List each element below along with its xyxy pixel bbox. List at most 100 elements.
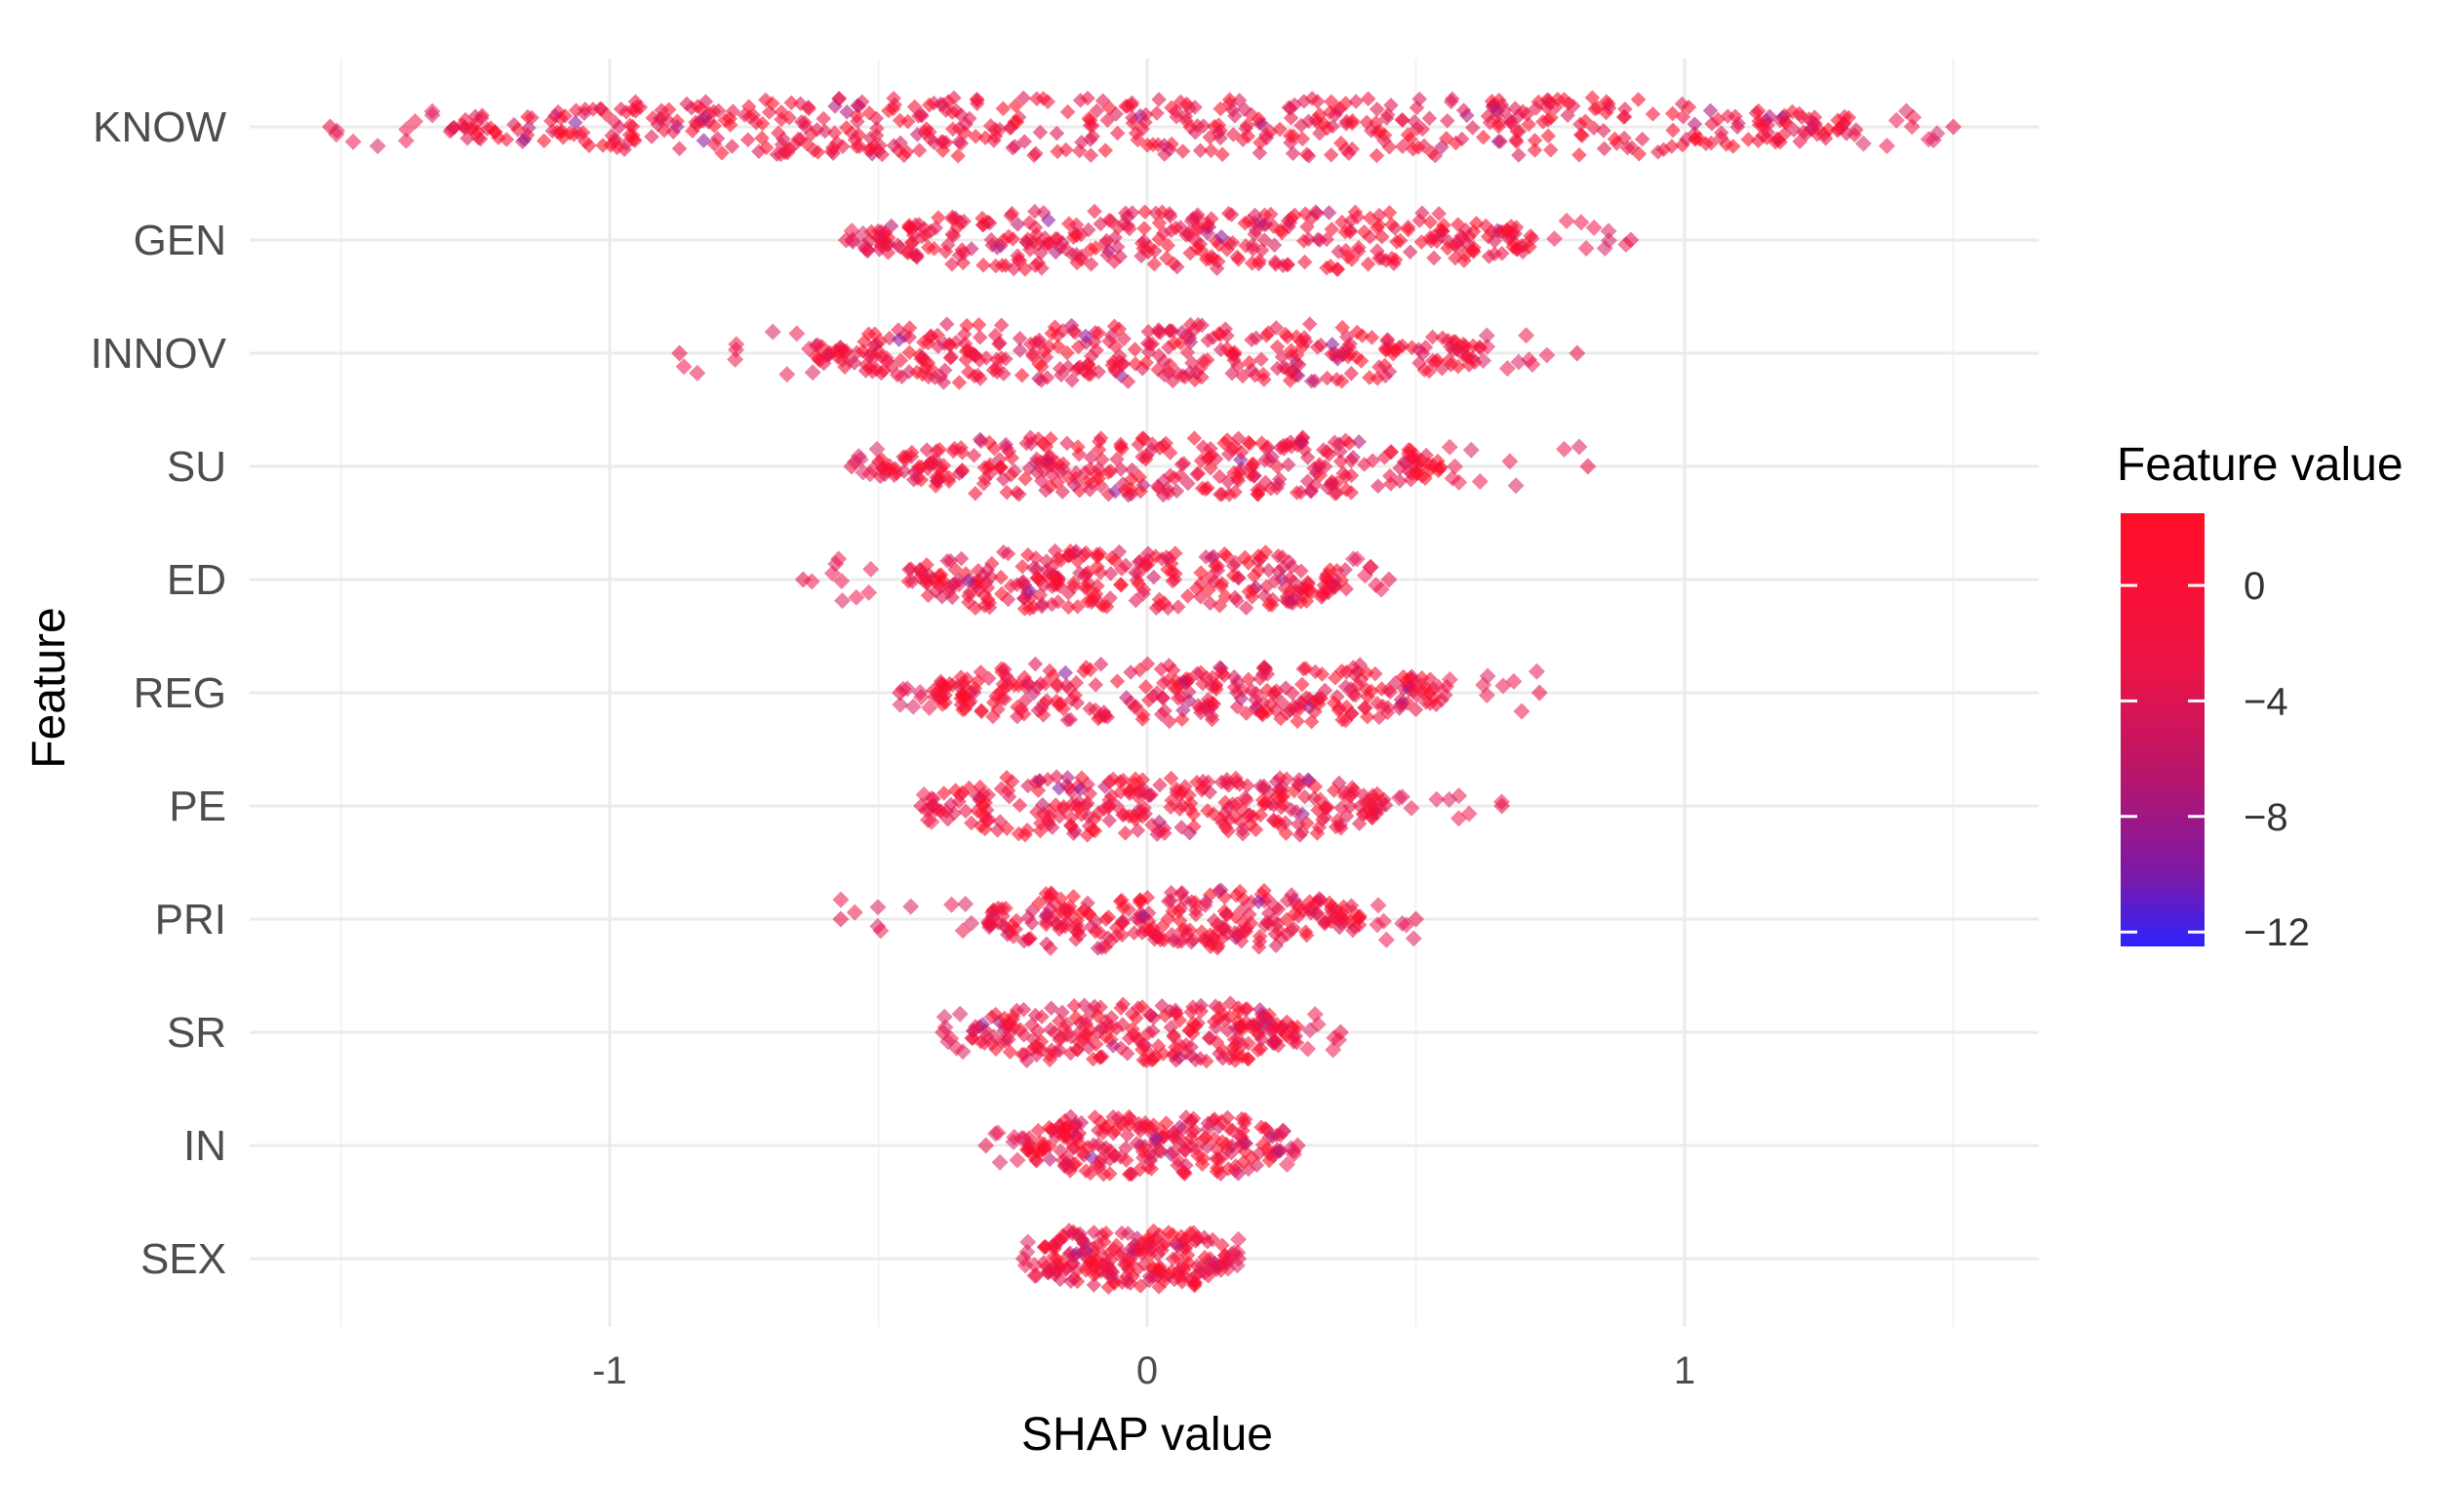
shap-point: [1081, 221, 1096, 238]
y-tick-label: INNOV: [91, 330, 227, 378]
shap-point: [1267, 257, 1284, 272]
shap-point: [1427, 147, 1444, 164]
shap-point: [671, 140, 688, 157]
shap-point: [1376, 133, 1392, 148]
shap-point: [901, 220, 918, 235]
shap-point: [903, 234, 920, 251]
shap-point: [1300, 148, 1317, 164]
legend-colorbar: [2121, 513, 2205, 946]
shap-point: [671, 344, 689, 362]
legend-tick-label: 0: [2244, 565, 2265, 608]
shap-point: [1703, 135, 1720, 151]
shap-point: [911, 142, 928, 158]
y-tick-label: GEN: [134, 217, 226, 264]
shap-point: [1348, 94, 1364, 109]
x-tick-label: -1: [592, 1349, 627, 1392]
shap-point: [1040, 94, 1056, 110]
shap-point: [1138, 354, 1154, 371]
shap-point: [1304, 91, 1320, 106]
shap-point: [1324, 94, 1339, 110]
shap-point: [1283, 110, 1299, 126]
shap-point: [1523, 227, 1538, 244]
shap-point: [1411, 213, 1428, 228]
shap-point: [983, 231, 1000, 248]
shap-point: [1945, 118, 1962, 136]
shap-point: [1530, 684, 1548, 702]
shap-point: [1392, 232, 1409, 249]
shap-point: [1089, 102, 1105, 119]
shap-point: [1538, 346, 1556, 364]
shap-point: [834, 592, 852, 610]
shap-point: [972, 329, 988, 345]
shap-point: [968, 485, 983, 502]
shap-point: [446, 119, 461, 136]
shap-point: [1513, 702, 1530, 720]
shap-point: [1312, 106, 1328, 123]
shap-point: [1021, 215, 1038, 230]
shap-point: [644, 129, 659, 144]
shap-point: [1151, 92, 1167, 107]
shap-point: [1403, 131, 1418, 147]
shap-point: [788, 325, 806, 342]
shap-point: [1173, 711, 1190, 728]
shap-point: [552, 124, 569, 140]
shap-point: [1587, 100, 1603, 117]
shap-point: [369, 138, 386, 155]
shap-point: [1349, 209, 1366, 225]
shap-point: [1751, 117, 1768, 133]
shap-point: [1577, 239, 1595, 257]
shap-point: [1481, 249, 1497, 264]
shap-point: [1439, 112, 1455, 129]
shap-point: [1180, 225, 1197, 241]
shap-point: [829, 135, 845, 151]
shap-point: [1337, 141, 1354, 157]
shap-point: [869, 899, 887, 916]
y-tick-label: PRI: [155, 896, 226, 943]
shap-point: [1221, 92, 1238, 107]
shap-point: [971, 317, 987, 333]
shap-point: [943, 896, 960, 913]
shap-point: [1005, 140, 1020, 156]
shap-point: [1146, 256, 1163, 272]
shap-point: [1579, 458, 1597, 475]
shap-point: [1252, 253, 1267, 269]
shap-point: [1601, 100, 1617, 116]
shap-point: [1338, 116, 1354, 132]
shap-point: [1324, 221, 1339, 237]
shap-point: [1187, 100, 1203, 115]
shap-point: [1214, 146, 1230, 163]
shap-point: [1704, 116, 1720, 132]
shap-point: [1381, 205, 1398, 221]
shap-point: [516, 132, 533, 147]
shap-point: [1674, 96, 1690, 112]
shap-point: [1137, 106, 1154, 123]
shap-point: [987, 128, 1004, 144]
shap-point: [1440, 240, 1455, 257]
shap-point: [1339, 249, 1356, 265]
shap-point: [1441, 438, 1458, 456]
shap-point: [804, 126, 819, 141]
shap-point: [1556, 440, 1573, 458]
shap-point: [1159, 250, 1174, 266]
shap-point: [1169, 259, 1185, 275]
shap-point: [1356, 223, 1372, 240]
shap-point: [1500, 223, 1516, 239]
shap-point: [1831, 121, 1847, 137]
shap-point: [949, 220, 966, 235]
shap-point: [1247, 207, 1263, 223]
shap-point: [1145, 137, 1161, 152]
shap-point: [1584, 90, 1601, 105]
shap-point: [1066, 997, 1082, 1014]
shap-point: [1037, 230, 1053, 246]
shap-point: [1776, 126, 1793, 142]
y-axis-tick-labels: KNOW GEN INNOV SU ED REG PE PRI SR IN SEX: [91, 103, 227, 1283]
shap-point: [1003, 208, 1018, 223]
shap-point: [344, 133, 362, 150]
shap-point: [993, 569, 1009, 585]
shap-point: [1148, 205, 1164, 221]
shap-point: [1130, 132, 1146, 148]
shap-point: [1471, 473, 1489, 490]
shap-point: [1540, 128, 1556, 144]
shap-point: [1521, 116, 1536, 133]
shap-point: [1083, 241, 1098, 258]
